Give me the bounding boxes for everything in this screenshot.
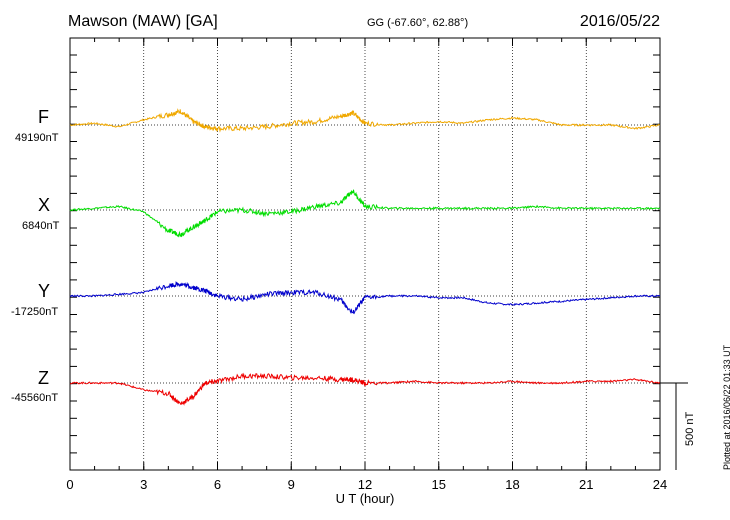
x-tick-label-24: 24	[653, 477, 667, 492]
geographic-coords: GG (-67.60°, 62.88°)	[367, 17, 469, 29]
scale-bar: 500 nT	[660, 382, 696, 470]
x-tick-label-3: 3	[140, 477, 147, 492]
x-axis-title: U T (hour)	[336, 491, 395, 506]
x-tick-label-12: 12	[358, 477, 372, 492]
x-tick-label-15: 15	[432, 477, 446, 492]
station-title: Mawson (MAW) [GA]	[68, 13, 218, 30]
trace-Z	[69, 372, 661, 406]
label-X: X	[38, 195, 51, 215]
x-tick-label-21: 21	[579, 477, 593, 492]
trace-Y	[69, 281, 661, 315]
baseline-Y: -17250nT	[11, 306, 59, 318]
label-F: F	[38, 107, 49, 127]
baseline-Z: -45560nT	[11, 392, 59, 404]
trace-F	[69, 108, 661, 133]
x-tick-labels: 0 3 6 9 12 15 18 21 24	[66, 477, 667, 492]
x-tick-label-0: 0	[66, 477, 73, 492]
baseline-X: 6840nT	[22, 220, 60, 232]
x-tick-label-6: 6	[214, 477, 221, 492]
label-Z: Z	[38, 368, 49, 388]
trace-X	[69, 189, 661, 238]
x-tick-label-9: 9	[288, 477, 295, 492]
plot-date: 2016/05/22	[579, 13, 660, 30]
label-Y: Y	[38, 281, 51, 301]
axis-ticks	[69, 38, 661, 470]
scale-bar-label: 500 nT	[684, 411, 696, 446]
traces	[69, 108, 661, 406]
grid	[143, 38, 587, 470]
baseline-F: 49190nT	[15, 132, 59, 144]
x-tick-label-18: 18	[505, 477, 519, 492]
